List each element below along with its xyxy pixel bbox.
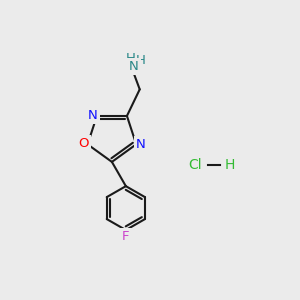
Text: N: N xyxy=(136,138,146,151)
Text: O: O xyxy=(78,137,88,150)
Text: H: H xyxy=(225,158,235,172)
Text: N: N xyxy=(88,109,98,122)
Text: F: F xyxy=(122,230,130,244)
Text: Cl: Cl xyxy=(189,158,202,172)
Text: N: N xyxy=(129,60,139,73)
Text: H: H xyxy=(136,54,146,68)
Text: H: H xyxy=(125,52,135,65)
